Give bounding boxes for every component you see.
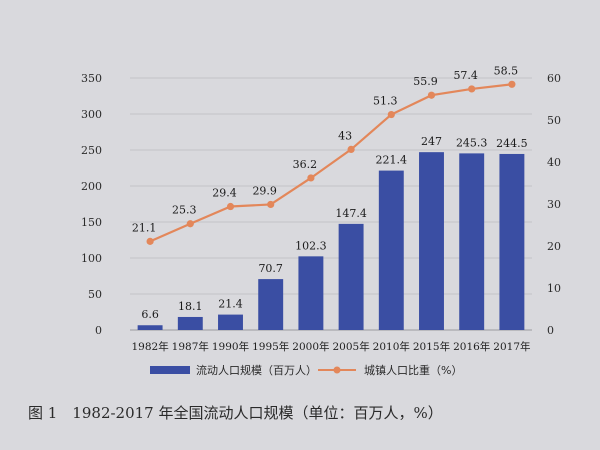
category-axis: 1982年 1987年 1990年 1995年 2000年 2005年 2010年 2015年… <box>131 340 530 353</box>
bar <box>298 256 324 330</box>
line-point <box>347 145 355 153</box>
line-value-label: 43 <box>338 129 352 142</box>
line-value-label: 29.4 <box>212 187 237 200</box>
line-point <box>267 200 275 209</box>
right-tick-label: 30 <box>547 198 561 211</box>
category-label: 2010年 <box>373 340 410 353</box>
line-value-label: 55.9 <box>413 75 438 88</box>
bar-series: 6.6 18.1 21.4 70.7 102.3 147.4 221.4 247 245.3 24… <box>137 135 528 330</box>
legend-line-marker <box>333 366 341 374</box>
line-value-label: 21.1 <box>132 221 157 234</box>
bar <box>218 314 243 330</box>
left-axis: 0 50 100 150 200 250 300 350 <box>81 72 102 337</box>
right-tick-label: 50 <box>547 114 561 127</box>
category-label: 2017年 <box>493 340 530 353</box>
legend-bar-label: 流动人口规模（百万人） <box>196 363 317 377</box>
line-point <box>307 174 315 182</box>
category-label: 1982年 <box>131 340 168 353</box>
bar <box>258 279 284 330</box>
category-label: 2005年 <box>332 340 369 353</box>
line-value-label: 29.9 <box>252 184 277 197</box>
bar <box>459 153 485 330</box>
combo-chart: 0 50 100 150 200 250 300 350 0 10 20 30 40 50 60 6.6 1… <box>81 64 561 377</box>
bar-value-label: 244.5 <box>496 137 528 150</box>
bar-value-label: 102.3 <box>295 239 327 252</box>
line-value-label: 36.2 <box>293 158 318 171</box>
line-point <box>186 220 194 228</box>
category-label: 2000年 <box>292 340 329 353</box>
bar-value-label: 247 <box>421 135 442 148</box>
line-point <box>387 110 395 119</box>
right-tick-label: 40 <box>547 156 561 169</box>
line-path <box>149 83 513 243</box>
legend: 流动人口规模（百万人） 城镇人口比重（%） <box>150 363 462 377</box>
bar <box>338 223 364 330</box>
right-tick-label: 0 <box>547 324 554 337</box>
bar-value-label: 245.3 <box>456 136 488 149</box>
category-label: 2016年 <box>453 340 490 353</box>
right-axis: 0 10 20 30 40 50 60 <box>547 72 561 337</box>
bar <box>378 170 404 330</box>
left-tick-label: 150 <box>81 216 102 229</box>
figure-caption: 图 1 1982-2017 年全国流动人口规模（单位：百万人，%） <box>28 404 443 422</box>
left-tick-label: 350 <box>81 72 102 85</box>
line-value-label: 57.4 <box>453 69 478 82</box>
category-label: 2015年 <box>413 340 450 353</box>
left-tick-label: 300 <box>81 108 102 121</box>
bar-value-label: 18.1 <box>178 300 203 313</box>
right-tick-label: 20 <box>547 240 561 253</box>
category-label: 1990年 <box>212 340 249 353</box>
right-tick-label: 10 <box>547 282 561 295</box>
left-tick-label: 50 <box>88 288 102 301</box>
line-point <box>226 202 235 211</box>
bar-value-label: 147.4 <box>335 207 367 220</box>
bar <box>499 153 525 330</box>
bar <box>137 325 163 330</box>
line-value-label: 58.5 <box>494 64 519 77</box>
left-tick-label: 0 <box>95 324 102 337</box>
line-value-label: 51.3 <box>373 95 398 108</box>
line-point <box>468 85 476 93</box>
line-series: 21.1 25.3 29.4 29.9 36.2 43 51.3 55.9 57.4 58.5 <box>132 64 518 245</box>
line-value-label: 25.3 <box>172 204 197 217</box>
bar <box>177 316 203 330</box>
left-tick-label: 100 <box>81 252 102 265</box>
left-tick-label: 250 <box>81 144 102 157</box>
line-point <box>508 80 516 88</box>
legend-bar-swatch <box>150 366 190 374</box>
bar-value-label: 221.4 <box>376 154 408 167</box>
legend-line-label: 城镇人口比重（%） <box>364 363 462 377</box>
bar-value-label: 6.6 <box>141 308 159 321</box>
right-tick-label: 60 <box>547 72 561 85</box>
bar-value-label: 70.7 <box>258 262 283 275</box>
line-point <box>146 237 154 245</box>
bar-value-label: 21.4 <box>218 298 243 311</box>
category-label: 1987年 <box>172 340 209 353</box>
category-label: 1995年 <box>252 340 289 353</box>
bar <box>419 152 444 330</box>
left-tick-label: 200 <box>81 180 102 193</box>
line-point <box>427 91 436 99</box>
